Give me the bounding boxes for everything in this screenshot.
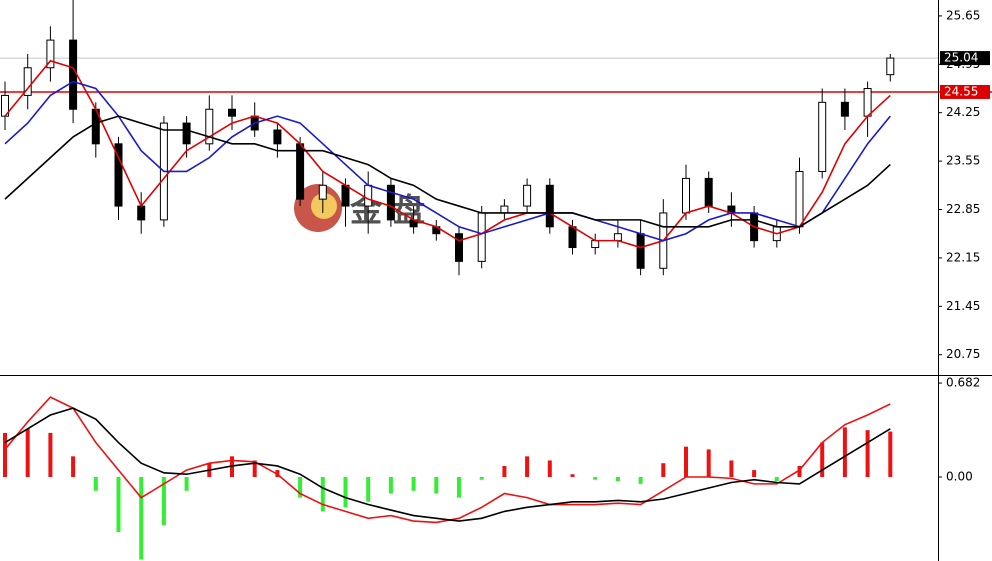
candle-body xyxy=(568,226,577,249)
candle-body xyxy=(182,122,191,145)
histogram-bar xyxy=(797,465,802,477)
candle-body xyxy=(863,88,872,117)
histogram-bar xyxy=(457,476,461,498)
histogram-bar xyxy=(593,476,598,480)
histogram-bar xyxy=(525,456,530,477)
candle-body xyxy=(636,233,645,269)
y-tick-label: 22.15 xyxy=(946,250,980,264)
candle-body xyxy=(23,67,32,96)
y-tick-label: 0.00 xyxy=(946,469,973,483)
histogram-bar xyxy=(502,465,507,477)
histogram-bar xyxy=(116,476,121,533)
candle-body xyxy=(46,39,55,69)
histogram-bar xyxy=(320,476,325,512)
candle-body xyxy=(364,184,373,207)
current-price-label: 25.04 xyxy=(944,51,978,65)
histogram-bar xyxy=(842,427,847,477)
histogram-bar xyxy=(752,470,757,477)
y-tick-label: 24.25 xyxy=(946,105,980,119)
histogram-bar xyxy=(729,460,734,477)
y-tick-label: 25.65 xyxy=(946,8,980,22)
histogram-bar xyxy=(411,476,416,491)
candle-body xyxy=(137,205,146,221)
histogram-bar xyxy=(71,456,76,477)
candle-body xyxy=(477,212,486,262)
y-tick-label: 23.55 xyxy=(946,154,980,168)
line-series xyxy=(4,80,891,242)
histogram-bar xyxy=(706,449,711,477)
candle-body xyxy=(795,170,804,228)
candle-body xyxy=(273,129,282,145)
histogram-bar xyxy=(888,431,893,477)
candle-body xyxy=(523,184,532,207)
candle-body xyxy=(386,184,395,221)
line-series xyxy=(4,115,891,228)
histogram-bar xyxy=(93,476,98,491)
histogram-bar xyxy=(547,460,552,477)
histogram-bar xyxy=(684,446,688,477)
candle-body xyxy=(455,233,463,262)
y-tick-label: 20.75 xyxy=(946,347,980,361)
line-series xyxy=(4,407,891,522)
histogram-bar xyxy=(298,476,303,498)
histogram-bar xyxy=(661,463,666,477)
candle-body xyxy=(545,184,554,228)
watermark-group: 金 盘 xyxy=(294,184,425,232)
histogram-bar xyxy=(25,428,30,477)
hline-label: 24.55 xyxy=(944,84,978,98)
candle-body xyxy=(228,108,236,117)
candle-body xyxy=(682,177,690,214)
candle-body xyxy=(591,240,600,249)
histogram-bar xyxy=(615,476,620,482)
candle-body xyxy=(296,143,305,200)
histogram-bar xyxy=(139,476,144,560)
histogram-bar xyxy=(161,476,166,526)
candle-body xyxy=(69,39,78,110)
y-tick-label: 0.682 xyxy=(946,376,980,390)
current-price-box xyxy=(940,51,990,66)
histogram-bar xyxy=(479,476,484,480)
hline-box xyxy=(940,84,990,99)
histogram-bar xyxy=(820,442,825,477)
histogram-bar xyxy=(638,476,643,484)
histogram-bar xyxy=(570,474,575,477)
histogram-bar xyxy=(865,430,870,477)
histogram-bar xyxy=(3,432,7,477)
candle-body xyxy=(886,57,895,76)
candle-body xyxy=(341,184,350,207)
histogram-bar xyxy=(388,476,393,494)
candle-body xyxy=(704,177,713,207)
histogram-bar xyxy=(366,476,371,502)
histogram-bar xyxy=(48,432,53,477)
histogram-bar xyxy=(252,460,257,477)
histogram-bar xyxy=(434,476,439,494)
candle-body xyxy=(114,143,123,207)
candle-body xyxy=(840,101,849,117)
histogram-bar xyxy=(184,476,189,491)
y-tick-label: 21.45 xyxy=(946,299,980,313)
candle-body xyxy=(318,184,327,200)
candle-body xyxy=(613,233,622,242)
y-tick-label: 22.85 xyxy=(946,202,980,216)
candle-body xyxy=(500,205,509,214)
candle-body xyxy=(205,108,214,145)
watermark-logo-inner xyxy=(311,193,337,219)
histogram-bar xyxy=(774,476,779,482)
histogram-bar xyxy=(343,476,348,508)
candle-body xyxy=(818,101,827,172)
